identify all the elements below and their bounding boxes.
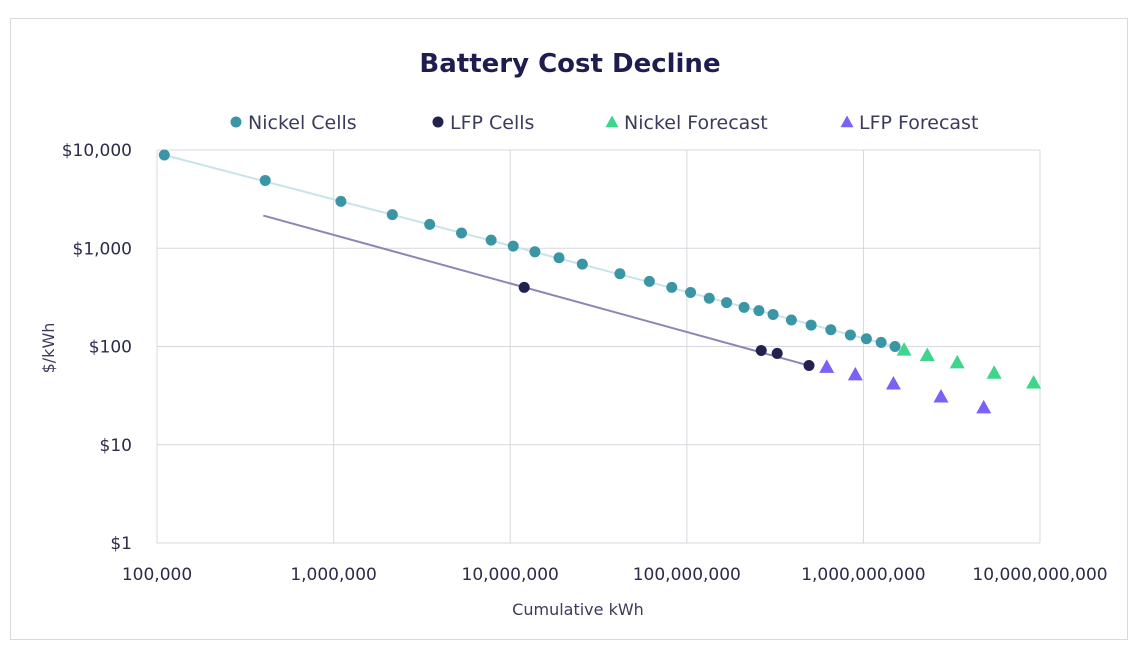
lfp-forecast-point [819, 359, 835, 373]
nickel-cells-point [259, 174, 271, 186]
nickel-cells-point [685, 286, 697, 298]
x-tick-label: 10,000,000 [462, 565, 559, 585]
nickel-cells-point [825, 324, 837, 336]
nickel-cells-point [721, 297, 733, 309]
nickel-cells-point [507, 240, 519, 252]
nickel-forecast-point [986, 365, 1002, 379]
nickel-forecast-point [896, 342, 912, 356]
nickel-cells-point [785, 314, 797, 326]
nickel-cells-legend-marker [230, 116, 242, 128]
trendline [263, 214, 810, 367]
data-marks [158, 149, 1042, 414]
nickel-cells-point [485, 234, 497, 246]
y-axis-title: $/kWh [39, 323, 58, 374]
lfp-cells-legend-marker [432, 116, 444, 128]
nickel-forecast-legend-marker [605, 115, 619, 128]
x-tick-label: 100,000,000 [633, 565, 741, 585]
nickel-cells-point [456, 227, 468, 239]
chart-frame [10, 18, 1128, 640]
lfp-cells-point [518, 281, 530, 293]
x-tick-label: 10,000,000,000 [972, 565, 1107, 585]
chart-title: Battery Cost Decline [419, 49, 720, 79]
trendlines [164, 154, 896, 367]
legend: Nickel Cells LFP Cells Nickel Forecast LFP … [230, 112, 978, 134]
nickel-forecast-point [1026, 375, 1042, 389]
nickel-cells-point [889, 341, 901, 352]
nickel-forecast-legend-label: Nickel Forecast [624, 112, 768, 134]
lfp-forecast-legend-marker [840, 115, 854, 128]
nickel-forecast-point [949, 354, 965, 369]
nickel-cells-point [553, 252, 565, 264]
lfp-cells-point [755, 345, 767, 357]
nickel-cells-point [643, 275, 655, 287]
x-tick-label: 1,000,000 [290, 565, 377, 585]
nickel-cells-point [666, 281, 678, 293]
nickel-cells-point [844, 329, 856, 341]
grid [156, 149, 1041, 544]
nickel-cells-point [875, 336, 887, 348]
lfp-cells-legend-label: LFP Cells [450, 112, 534, 134]
lfp-forecast-point [976, 399, 992, 414]
nickel-cells-point [703, 292, 715, 304]
nickel-cells-point [738, 301, 750, 313]
nickel-forecast-point [919, 347, 935, 361]
nickel-cells-point [335, 195, 347, 207]
y-tick-label: $1 [110, 534, 132, 554]
nickel-cells-point [860, 333, 872, 345]
y-axis-ticks: $1 $10 $100 $1,000 $10,000 [62, 141, 132, 554]
nickel-cells-point [576, 258, 588, 270]
y-tick-label: $100 [89, 338, 132, 358]
lfp-cells-point [771, 347, 783, 359]
nickel-cells-point [614, 268, 626, 280]
x-axis-ticks: 100,000 1,000,000 10,000,000 100,000,000 1,0… [122, 565, 1108, 585]
lfp-cells-point [803, 360, 815, 372]
nickel-cells-point [424, 218, 436, 230]
nickel-cells-point [158, 149, 170, 161]
y-tick-label: $10,000 [62, 141, 132, 161]
lfp-forecast-point [847, 366, 863, 381]
x-tick-label: 1,000,000,000 [801, 565, 925, 585]
nickel-cells-point [805, 319, 817, 331]
nickel-cells-point [753, 305, 765, 317]
lfp-forecast-point [885, 376, 901, 390]
nickel-cells-point [767, 308, 779, 320]
y-tick-label: $10 [100, 436, 132, 456]
nickel-cells-legend-label: Nickel Cells [248, 112, 357, 134]
x-tick-label: 100,000 [122, 565, 192, 585]
nickel-cells-point [529, 246, 541, 258]
lfp-forecast-legend-label: LFP Forecast [859, 112, 978, 134]
x-axis-title: Cumulative kWh [512, 600, 644, 619]
lfp-forecast-point [933, 388, 949, 403]
nickel-cells-point [386, 209, 398, 221]
y-tick-label: $1,000 [73, 239, 132, 259]
